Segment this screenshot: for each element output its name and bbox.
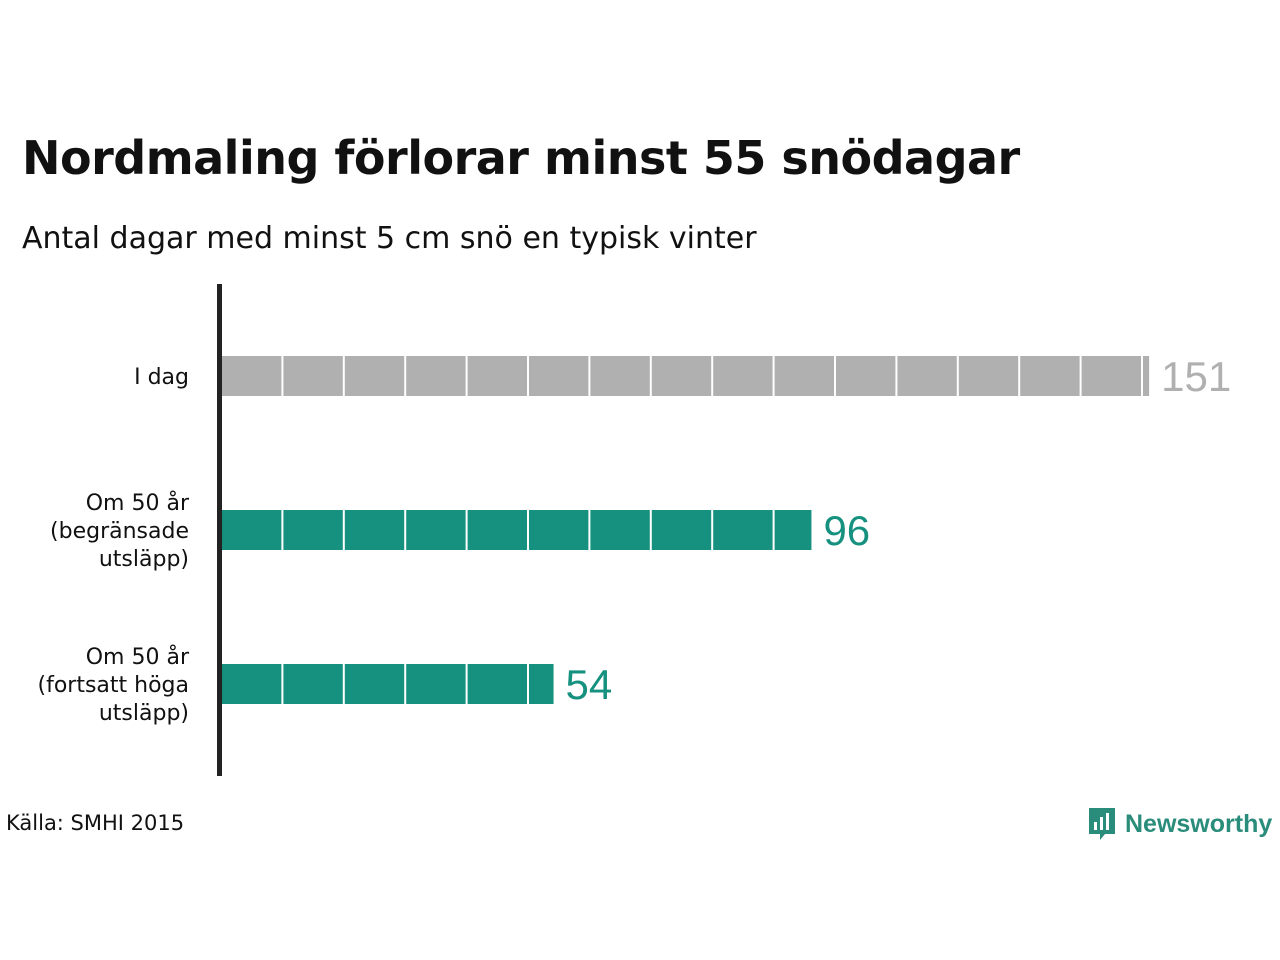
bar-segment [529, 510, 589, 550]
bar-segment [958, 356, 1019, 396]
bar-segment [1020, 356, 1080, 396]
bar-segment [283, 664, 343, 704]
bar-segment [774, 356, 834, 396]
bar-segment [897, 356, 957, 396]
value-label: 96 [823, 507, 870, 554]
bar-segment [406, 356, 466, 396]
bar-segment [467, 356, 527, 396]
category-label-line: Om 50 år [86, 644, 190, 670]
bar-segment [713, 510, 773, 550]
value-label: 151 [1161, 353, 1231, 400]
bar-segment [590, 356, 650, 396]
category-label: Om 50 år (begränsade utsläpp) [50, 490, 190, 572]
category-label-line: utsläpp) [99, 701, 189, 726]
bar-segment [344, 356, 405, 396]
bar-segment [467, 510, 527, 550]
category-label: I dag [134, 365, 189, 390]
category-label-line: I dag [134, 365, 189, 390]
bar-segment [590, 510, 650, 550]
bar-segment [651, 510, 712, 550]
bar-segment [529, 664, 554, 704]
bar-segment [406, 664, 466, 704]
bar-segment [222, 664, 282, 704]
source-note: Källa: SMHI 2015 [6, 811, 185, 835]
bar-segment [1081, 356, 1141, 396]
category-label-line: (begränsade [50, 519, 189, 544]
brand-name: Newsworthy [1125, 809, 1273, 838]
chart-speech-bubble-icon [1089, 808, 1115, 840]
bar-segment [836, 356, 896, 396]
bar-segment [222, 510, 282, 550]
bar-segment [344, 510, 405, 550]
bar-segment [529, 356, 589, 396]
chart-subtitle: Antal dagar med minst 5 cm snö en typisk… [22, 221, 757, 256]
bar-segment [344, 664, 405, 704]
bar-segment [774, 510, 812, 550]
y-axis-line [217, 284, 222, 776]
bar-segment [467, 664, 527, 704]
bar-segment [283, 510, 343, 550]
newsworthy-logo: Newsworthy [1087, 804, 1272, 844]
bar-segment [222, 356, 282, 396]
category-label-line: utsläpp) [99, 547, 189, 572]
bar-chart: 151 I dag 96 Om 50 år (begränsade utsläpp) 54 O… [38, 284, 1231, 776]
bar-segment [1143, 356, 1150, 396]
value-label: 54 [566, 661, 613, 708]
bar-segment [651, 356, 712, 396]
bar-segment [406, 510, 466, 550]
bar-segment [713, 356, 773, 396]
category-label-line: (fortsatt höga [38, 673, 190, 698]
category-label-line: Om 50 år [86, 490, 190, 516]
chart-title: Nordmaling förlorar minst 55 snödagar [22, 131, 1020, 185]
category-label: Om 50 år (fortsatt höga utsläpp) [38, 644, 190, 726]
bar-segment [283, 356, 343, 396]
